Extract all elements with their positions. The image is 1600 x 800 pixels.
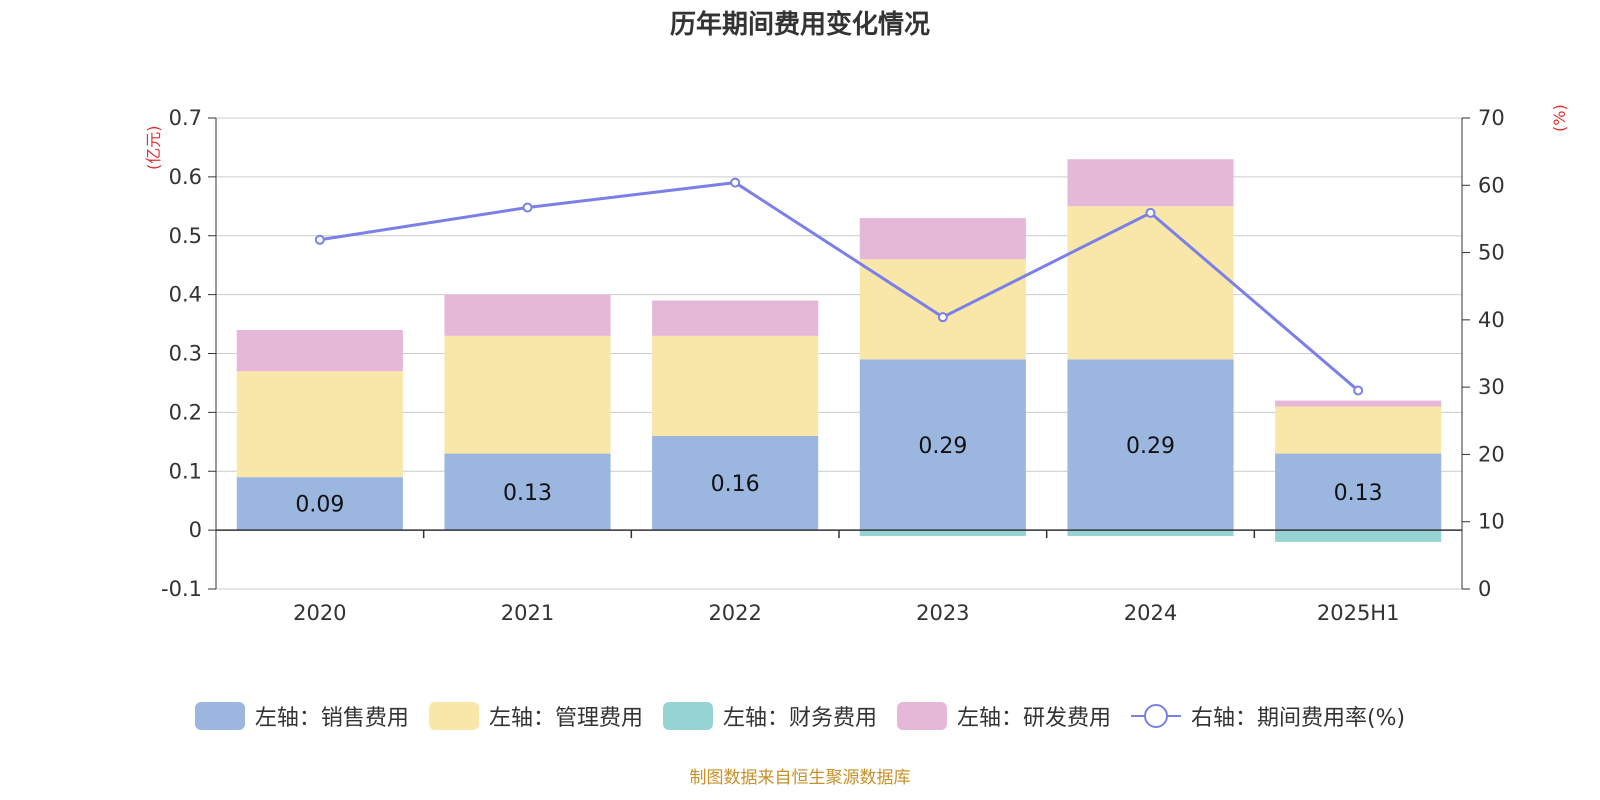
bar-rnd-2021	[444, 294, 611, 336]
left-axis-tick-label: -0.1	[161, 577, 202, 601]
data-label-sales: 0.29	[1126, 434, 1175, 459]
right-axis-unit: (%)	[1550, 104, 1569, 132]
x-axis-tick-label: 2021	[501, 601, 554, 625]
bar-rnd-2020	[236, 329, 403, 372]
bar-sales-2025H1	[1275, 453, 1442, 531]
x-axis-tick-label: 2024	[1124, 601, 1177, 625]
legend-item-sales[interactable]: 左轴：销售费用	[194, 700, 409, 732]
x-axis-tick-label: 2023	[916, 601, 969, 625]
x-axis-tick-label: 2020	[293, 601, 346, 625]
legend-swatch-expense-rate	[1130, 702, 1181, 730]
legend-swatch-sales	[194, 702, 245, 730]
left-axis-tick-label: 0.1	[169, 459, 202, 483]
legend-item-finance[interactable]: 左轴：财务费用	[662, 700, 877, 732]
left-axis-tick-label: 0	[189, 518, 202, 542]
bar-sales-2020	[236, 477, 403, 531]
legend-label-admin: 左轴：管理费用	[488, 706, 643, 731]
bar-admin-2023	[859, 259, 1026, 360]
left-axis-unit: (亿元)	[144, 125, 163, 171]
bar-finance-2024	[1067, 530, 1234, 537]
legend-item-expense-rate[interactable]: 右轴：期间费用率(%)	[1130, 700, 1406, 732]
legend-label-rnd: 左轴：研发费用	[956, 706, 1111, 731]
right-axis-tick-label: 50	[1478, 241, 1505, 265]
bar-finance-2025H1	[1275, 530, 1442, 542]
point-expense-rate-2021	[522, 202, 533, 213]
bar-rnd-2024	[1067, 159, 1234, 207]
chart-legend: 左轴：销售费用 左轴：管理费用 左轴：财务费用 左轴：研发费用 右轴：期间费用率…	[0, 700, 1600, 732]
point-expense-rate-2025H1	[1353, 385, 1364, 396]
bar-sales-2022	[652, 435, 819, 531]
data-source-note: 制图数据来自恒生聚源数据库	[689, 768, 911, 788]
right-axis-tick-label: 20	[1478, 442, 1505, 466]
left-axis-tick-label: 0.6	[169, 165, 202, 189]
x-axis-tick-label: 2025H1	[1317, 601, 1400, 625]
bar-admin-2022	[652, 335, 819, 436]
legend-swatch-finance	[662, 702, 713, 730]
legend-swatch-admin	[428, 702, 479, 730]
bar-sales-2021	[444, 453, 611, 531]
bar-sales-2023	[859, 359, 1026, 531]
right-axis-tick-label: 60	[1478, 173, 1505, 197]
right-axis-tick-label: 0	[1478, 577, 1491, 601]
line-expense-rate	[319, 181, 1360, 392]
left-axis-tick-label: 0.2	[169, 400, 202, 424]
bar-rnd-2025H1	[1275, 400, 1442, 407]
legend-label-sales: 左轴：销售费用	[254, 706, 409, 731]
left-axis-tick-label: 0.5	[169, 224, 202, 248]
bar-admin-2025H1	[1275, 406, 1442, 454]
right-axis-tick-label: 30	[1478, 375, 1505, 399]
legend-label-expense-rate: 右轴：期间费用率(%)	[1190, 706, 1406, 731]
x-axis-tick-label: 2022	[708, 601, 761, 625]
chart-plot: -0.1 0 0.1 0.2 0.3 0.4 0.5 0.6 0.7 0 10 20 30 40 50 60 7…	[161, 106, 1505, 625]
point-expense-rate-2024	[1145, 207, 1156, 218]
chart-title: 历年期间费用变化情况	[669, 10, 930, 40]
bar-admin-2024	[1067, 206, 1234, 360]
legend-item-rnd[interactable]: 左轴：研发费用	[896, 700, 1111, 732]
left-axis-tick-label: 0.3	[169, 342, 202, 366]
point-expense-rate-2020	[314, 234, 325, 245]
right-axis-tick-label: 70	[1478, 106, 1505, 130]
legend-swatch-rnd	[896, 702, 947, 730]
data-label-sales: 0.13	[503, 481, 552, 506]
point-expense-rate-2022	[730, 177, 741, 188]
right-axis-tick-label: 10	[1478, 510, 1505, 534]
point-expense-rate-2023	[937, 312, 948, 323]
bar-finance-2023	[859, 530, 1026, 537]
right-axis-tick-label: 40	[1478, 308, 1505, 332]
legend-label-finance: 左轴：财务费用	[722, 706, 877, 731]
left-axis-tick-label: 0.4	[169, 283, 202, 307]
data-label-sales: 0.09	[295, 493, 344, 518]
data-label-sales: 0.13	[1334, 481, 1383, 506]
bar-rnd-2022	[652, 300, 819, 336]
left-axis-tick-label: 0.7	[169, 106, 202, 130]
data-label-sales: 0.29	[918, 434, 967, 459]
bar-admin-2020	[236, 371, 403, 478]
legend-item-admin[interactable]: 左轴：管理费用	[428, 700, 643, 732]
bar-admin-2021	[444, 335, 611, 454]
bar-rnd-2023	[859, 218, 1026, 260]
data-label-sales: 0.16	[711, 472, 760, 497]
bar-sales-2024	[1067, 359, 1234, 531]
